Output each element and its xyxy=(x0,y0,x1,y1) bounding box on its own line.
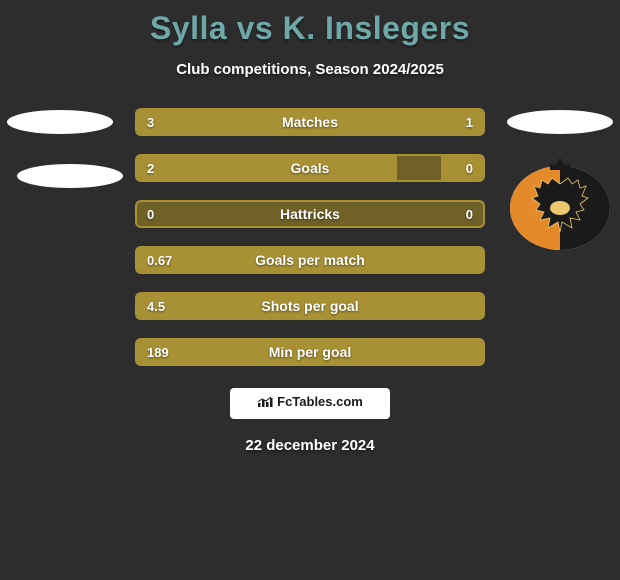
stat-bar-row: Hattricks0 0 xyxy=(135,200,485,228)
player-right-avatar-placeholder-1 xyxy=(507,110,613,134)
brand-chart-icon xyxy=(257,396,273,408)
stat-bar-label: Hattricks xyxy=(137,202,483,226)
stat-bars: Matches31 Goals20 Hattricks0 0 Goals per mat… xyxy=(135,108,485,366)
stat-bar-value-left: 0 xyxy=(137,202,164,226)
stat-bar-fill-left xyxy=(137,248,483,272)
stat-bar-fill-left xyxy=(137,294,483,318)
stat-bar-row: Min per goal189 xyxy=(135,338,485,366)
stat-bar-value-right: 0 xyxy=(456,202,483,226)
player-left-avatar-placeholder-1 xyxy=(7,110,113,134)
brand-badge: FcTables.com xyxy=(230,388,390,419)
club-logo-eagle-icon xyxy=(510,166,610,250)
brand-text: FcTables.com xyxy=(277,394,363,409)
stat-bar-row: Goals per match0.67 xyxy=(135,246,485,274)
stat-bar-row: Shots per goal4.5 xyxy=(135,292,485,320)
crown-icon xyxy=(548,158,572,172)
page-title: Sylla vs K. Inslegers xyxy=(0,0,620,47)
stat-bar-fill-left xyxy=(137,110,397,134)
stat-bar-fill-right xyxy=(397,110,484,134)
stat-bar-row: Matches31 xyxy=(135,108,485,136)
comparison-body: Matches31 Goals20 Hattricks0 0 Goals per mat… xyxy=(0,108,620,366)
player-left-avatar-placeholder-2 xyxy=(17,164,123,188)
stat-bar-row: Goals20 xyxy=(135,154,485,182)
footer-date: 22 december 2024 xyxy=(0,437,620,454)
stat-bar-fill-left xyxy=(137,156,397,180)
stat-bar-fill-right xyxy=(441,156,483,180)
subtitle: Club competitions, Season 2024/2025 xyxy=(0,61,620,78)
player-right-club-logo xyxy=(510,164,610,250)
stat-bar-fill-left xyxy=(137,340,483,364)
